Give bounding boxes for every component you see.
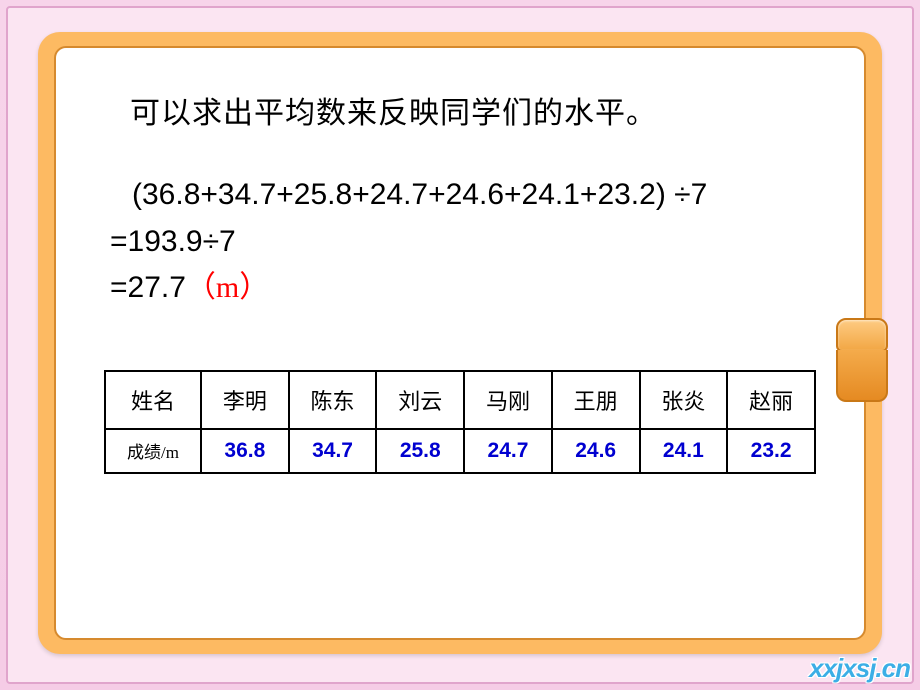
name-cell: 马刚 [464,371,552,429]
table-row-scores: 成绩/m 36.8 34.7 25.8 24.7 24.6 24.1 23.2 [105,429,815,473]
score-cell: 24.6 [552,429,640,473]
score-cell: 23.2 [727,429,815,473]
name-cell: 刘云 [376,371,464,429]
score-cell: 24.1 [640,429,728,473]
title-text: 可以求出平均数来反映同学们的水平。 [130,88,818,132]
score-cell: 24.7 [464,429,552,473]
calculation-block: (36.8+34.7+25.8+24.7+24.6+24.1+23.2) ÷7 … [110,172,818,312]
scores-table: 姓名 李明 陈东 刘云 马刚 王朋 张炎 赵丽 成绩/m 36.8 [104,370,816,474]
score-cell: 25.8 [376,429,464,473]
score-cell: 36.8 [201,429,289,473]
slide-background: 可以求出平均数来反映同学们的水平。 (36.8+34.7+25.8+24.7+2… [0,0,920,690]
calc-line-3: =27.7（m） [110,265,818,312]
whiteboard-content: 可以求出平均数来反映同学们的水平。 (36.8+34.7+25.8+24.7+2… [54,46,866,640]
orange-board-frame: 可以求出平均数来反映同学们的水平。 (36.8+34.7+25.8+24.7+2… [38,32,882,654]
score-cell: 34.7 [289,429,377,473]
name-cell: 李明 [201,371,289,429]
pink-border: 可以求出平均数来反映同学们的水平。 (36.8+34.7+25.8+24.7+2… [6,6,914,684]
clasp-decoration [836,318,888,402]
name-cell: 张炎 [640,371,728,429]
calc-result-unit: （m） [186,271,269,304]
name-cell: 赵丽 [727,371,815,429]
table-row-names: 姓名 李明 陈东 刘云 马刚 王朋 张炎 赵丽 [105,371,815,429]
data-table-wrap: 姓名 李明 陈东 刘云 马刚 王朋 张炎 赵丽 成绩/m 36.8 [104,370,816,474]
name-cell: 陈东 [289,371,377,429]
calc-line-2: =193.9÷7 [110,219,818,266]
row-header-name: 姓名 [105,371,201,429]
calc-line-1: (36.8+34.7+25.8+24.7+24.6+24.1+23.2) ÷7 [132,172,818,219]
row-header-score: 成绩/m [105,429,201,473]
name-cell: 王朋 [552,371,640,429]
calc-result-value: =27.7 [110,271,186,304]
watermark-text: xxjxsj.cn [809,653,910,684]
